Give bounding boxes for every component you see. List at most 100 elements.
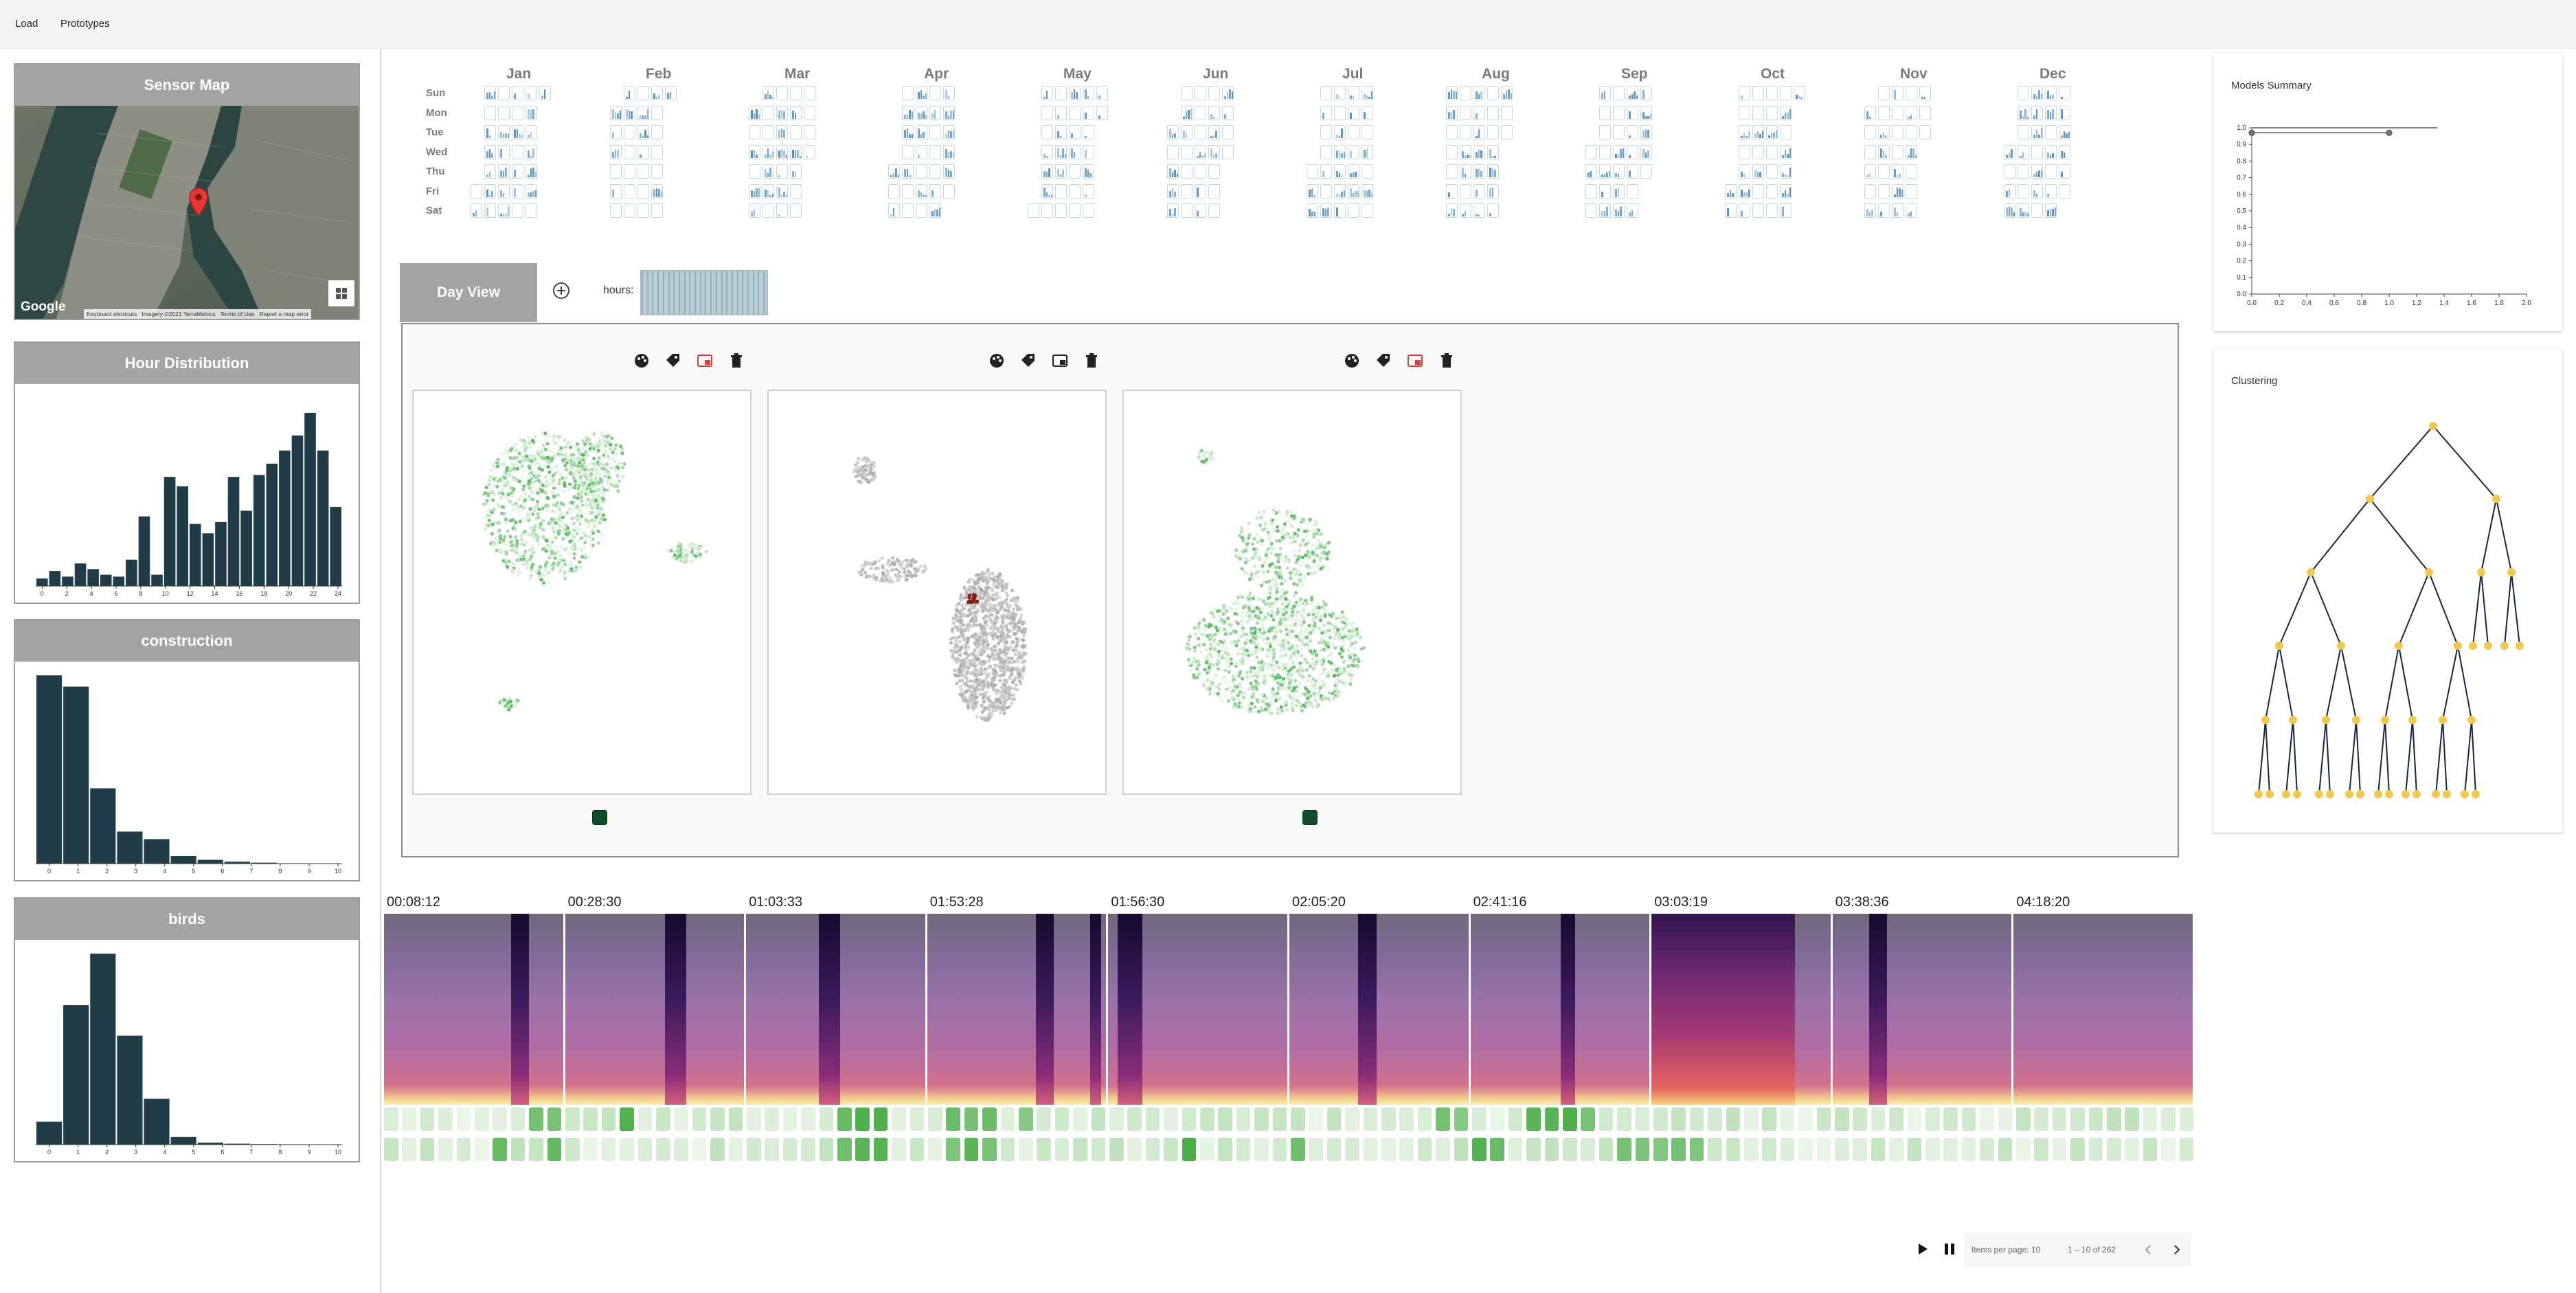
birds-bar[interactable] <box>90 954 116 1145</box>
calendar-day-cell[interactable] <box>471 203 482 218</box>
calendar-day-cell[interactable] <box>776 183 788 199</box>
calendar-day-cell[interactable] <box>1599 86 1611 100</box>
calendar-day-cell[interactable] <box>762 203 774 218</box>
prediction-cell[interactable] <box>402 1108 416 1131</box>
calendar-day-cell[interactable] <box>610 144 622 159</box>
hour-bar[interactable] <box>36 578 48 586</box>
construction-bar[interactable] <box>170 856 196 864</box>
calendar-day-cell[interactable] <box>1195 86 1206 100</box>
calendar-day-cell[interactable] <box>749 164 760 179</box>
calendar-day-cell[interactable] <box>1766 86 1778 100</box>
calendar-day-cell[interactable] <box>1794 86 1805 100</box>
spectrogram-tile[interactable] <box>1832 914 2012 1105</box>
calendar-day-cell[interactable] <box>610 164 622 179</box>
calendar-day-cell[interactable] <box>637 105 649 120</box>
calendar-day-cell[interactable] <box>1752 183 1764 199</box>
calendar-day-cell[interactable] <box>1320 144 1332 159</box>
calendar-day-cell[interactable] <box>2004 164 2015 179</box>
calendar-day-cell[interactable] <box>2031 183 2043 199</box>
calendar-day-cell[interactable] <box>902 203 914 218</box>
calendar-day-cell[interactable] <box>1640 105 1652 120</box>
calendar-day-cell[interactable] <box>1195 164 1206 179</box>
calendar-day-cell[interactable] <box>498 125 510 139</box>
calendar-day-cell[interactable] <box>1446 125 1458 139</box>
projection-scatter-2[interactable] <box>767 390 1107 795</box>
calendar-day-cell[interactable] <box>2059 144 2070 159</box>
calendar-day-cell[interactable] <box>943 105 955 120</box>
palette-icon[interactable] <box>988 352 1006 370</box>
calendar-day-cell[interactable] <box>637 203 649 218</box>
calendar-day-cell[interactable] <box>1222 125 1234 139</box>
view-toggle-icon[interactable] <box>1051 352 1069 370</box>
calendar-day-cell[interactable] <box>1780 125 1792 139</box>
calendar-day-cell[interactable] <box>1055 164 1067 179</box>
calendar-day-cell[interactable] <box>943 164 955 179</box>
calendar-day-cell[interactable] <box>1919 125 1931 139</box>
calendar-day-cell[interactable] <box>2031 144 2043 159</box>
calendar-day-cell[interactable] <box>1181 105 1193 120</box>
calendar-day-cell[interactable] <box>1640 164 1652 179</box>
calendar-day-cell[interactable] <box>1640 125 1652 139</box>
calendar-day-cell[interactable] <box>1348 86 1359 100</box>
calendar-day-cell[interactable] <box>2045 183 2057 199</box>
spectrogram-tile[interactable] <box>1289 914 1469 1105</box>
birds-bar[interactable] <box>36 1121 63 1145</box>
calendar-day-cell[interactable] <box>916 86 927 100</box>
prediction-cell[interactable] <box>438 1108 453 1131</box>
hour-bar[interactable] <box>87 569 99 586</box>
hour-bar[interactable] <box>126 559 137 586</box>
calendar-day-cell[interactable] <box>929 105 941 120</box>
calendar-day-cell[interactable] <box>762 125 774 139</box>
calendar-day-cell[interactable] <box>1320 125 1332 139</box>
spectrogram-tile[interactable] <box>746 914 925 1105</box>
calendar-day-cell[interactable] <box>1069 86 1081 100</box>
calendar-day-cell[interactable] <box>804 86 815 100</box>
calendar-day-cell[interactable] <box>610 125 622 139</box>
calendar-day-cell[interactable] <box>1739 203 1750 218</box>
calendar-day-cell[interactable] <box>498 105 510 120</box>
calendar-day-cell[interactable] <box>484 144 496 159</box>
calendar-day-cell[interactable] <box>1473 125 1485 139</box>
calendar-day-cell[interactable] <box>1473 203 1485 218</box>
calendar-day-cell[interactable] <box>1892 183 1903 199</box>
calendar-day-cell[interactable] <box>776 144 788 159</box>
calendar-day-cell[interactable] <box>624 86 635 100</box>
calendar-day-cell[interactable] <box>790 183 802 199</box>
calendar-day-cell[interactable] <box>916 144 927 159</box>
calendar-day-cell[interactable] <box>1460 105 1471 120</box>
calendar-day-cell[interactable] <box>2045 164 2057 179</box>
calendar-day-cell[interactable] <box>1307 164 1318 179</box>
calendar-day-cell[interactable] <box>624 183 635 199</box>
palette-icon[interactable] <box>1343 352 1361 370</box>
calendar-day-cell[interactable] <box>1348 183 1359 199</box>
calendar-day-cell[interactable] <box>1362 105 1373 120</box>
calendar-day-cell[interactable] <box>1167 203 1179 218</box>
calendar-day-cell[interactable] <box>2059 125 2070 139</box>
spectrogram-tile[interactable] <box>565 914 745 1105</box>
calendar-day-cell[interactable] <box>1181 86 1193 100</box>
calendar-day-cell[interactable] <box>1181 203 1193 218</box>
calendar-day-cell[interactable] <box>1780 164 1792 179</box>
calendar-day-cell[interactable] <box>512 203 523 218</box>
calendar-day-cell[interactable] <box>1780 203 1792 218</box>
calendar-day-cell[interactable] <box>2045 86 2057 100</box>
calendar-day-cell[interactable] <box>512 144 523 159</box>
calendar-day-cell[interactable] <box>1096 86 1108 100</box>
calendar-day-cell[interactable] <box>610 203 622 218</box>
tag-icon[interactable] <box>1019 352 1037 370</box>
calendar-day-cell[interactable] <box>1167 144 1179 159</box>
calendar-day-cell[interactable] <box>1083 86 1094 100</box>
calendar-day-cell[interactable] <box>484 125 496 139</box>
calendar-day-cell[interactable] <box>1041 105 1053 120</box>
calendar-day-cell[interactable] <box>2031 164 2043 179</box>
calendar-day-cell[interactable] <box>1348 144 1359 159</box>
add-circle-icon[interactable] <box>552 282 570 300</box>
calendar-day-cell[interactable] <box>762 183 774 199</box>
calendar-day-cell[interactable] <box>2018 144 2029 159</box>
calendar-day-cell[interactable] <box>1766 105 1778 120</box>
calendar-day-cell[interactable] <box>1780 183 1792 199</box>
calendar-day-cell[interactable] <box>2004 183 2015 199</box>
hours-brush[interactable] <box>640 270 768 315</box>
calendar-day-cell[interactable] <box>1878 105 1890 120</box>
calendar-day-cell[interactable] <box>665 86 677 100</box>
